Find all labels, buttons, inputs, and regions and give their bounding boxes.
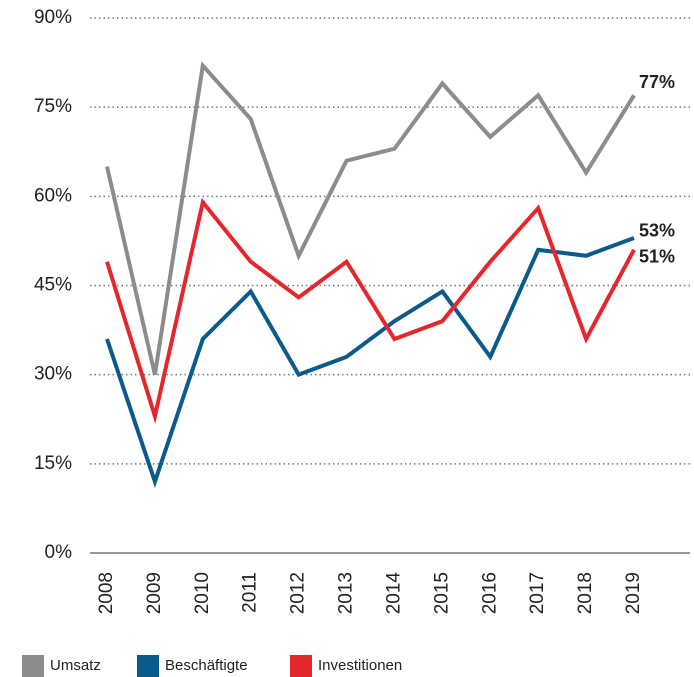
x-tick-label: 2010	[192, 572, 213, 614]
x-tick-label: 2016	[479, 572, 500, 614]
x-tick-label: 2014	[383, 572, 404, 615]
y-tick-label: 30%	[34, 364, 72, 385]
line-series	[105, 61, 636, 376]
y-tick-label: 0%	[45, 542, 73, 563]
data-label: 51%	[639, 247, 675, 267]
y-tick-label: 15%	[34, 453, 72, 474]
x-tick-label: 2013	[336, 572, 357, 614]
legend-label: Umsatz	[50, 657, 101, 674]
x-tick-label: 2018	[575, 572, 596, 614]
x-tick-label: 2017	[527, 572, 548, 614]
legend-label: Investitionen	[318, 657, 402, 674]
x-tick-label: 2008	[96, 572, 117, 614]
data-label: 53%	[639, 221, 675, 241]
line-series	[105, 197, 636, 425]
y-tick-label: 90%	[34, 7, 72, 28]
y-tick-label: 45%	[34, 275, 72, 296]
line-series	[105, 236, 635, 488]
y-tick-label: 75%	[34, 96, 72, 117]
x-tick-label: 2012	[288, 572, 309, 614]
x-tick-label: 2009	[144, 572, 165, 614]
x-tick-label: 2019	[623, 572, 644, 614]
y-tick-label: 60%	[34, 185, 72, 206]
legend-label: Beschäftigte	[165, 657, 248, 674]
x-tick-label: 2011	[240, 572, 261, 613]
legend-swatch	[22, 655, 44, 677]
legend-swatch	[290, 655, 312, 677]
x-tick-label: 2015	[431, 572, 452, 614]
legend-swatch	[137, 655, 159, 677]
data-label: 77%	[639, 72, 675, 92]
